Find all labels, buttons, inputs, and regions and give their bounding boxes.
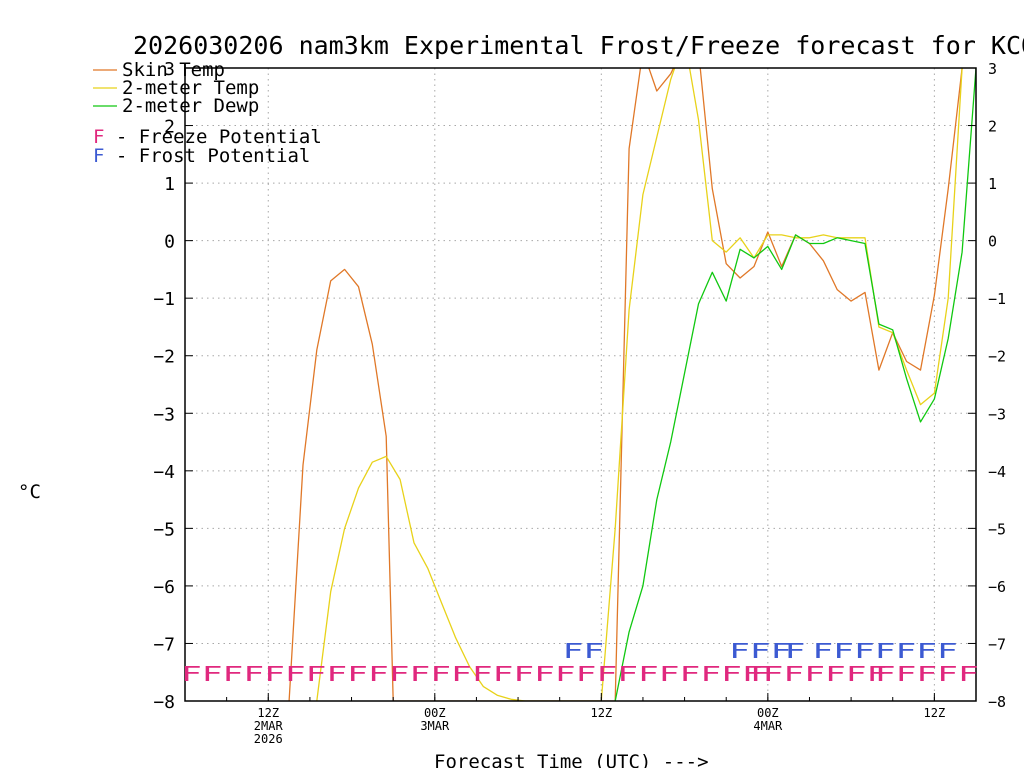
legend-label: 2-meter Dewp [122,95,259,117]
plot-frame [184,67,977,702]
chart-title: 2026030206 nam3km Experimental Frost/Fre… [133,31,1024,60]
y-tick-label-right: −4 [988,463,1006,481]
series-line-2-meter-temp [316,68,963,701]
y-tick-label-right: −6 [988,578,1006,596]
flag-legend-entry: F - Frost Potential [93,145,310,167]
y-tick-label: 3 [164,59,175,80]
y-tick-label-right: −5 [988,520,1006,538]
y-tick-label: 0 [164,232,175,253]
y-tick-label: −2 [153,347,175,368]
flag-legend-letter: F [93,126,104,148]
y-tick-label: 1 [164,174,175,195]
frost-flag: FFFFFFF [812,639,957,663]
legend-label: 2-meter Temp [122,77,259,99]
freeze-flag: FFFFFFFFFFFFFFFFFFFFFFFFFFFFFFFFFF [181,662,887,686]
y-tick-label-right: 1 [988,175,997,193]
x-tick-label: 4MAR [753,719,783,733]
y-axis-left: 3 2 1 0 −1 −2 −3 −4 −5 −6 −7 −8 [153,59,193,713]
y-tick-label: −5 [153,519,175,540]
x-tick-label: 12Z [257,706,279,720]
flag-legend-letter: F [93,145,104,167]
y-tick-label: 2 [164,117,175,138]
series-line-2-meter-dewp [614,68,976,701]
x-tick-label: 2026 [254,732,283,746]
x-tick-label: 00Z [757,706,779,720]
y-tick-label: −8 [153,692,175,713]
y-tick-label-right: 0 [988,233,997,251]
y-tick-label: −6 [153,577,175,598]
x-axis-label: Forecast Time (UTC) ---> [434,751,709,768]
y-tick-label-right: 3 [988,60,997,78]
grid [185,68,976,701]
legend-label: Skin Temp [122,59,225,81]
frost-flag: FF [563,639,605,663]
flag-legend-text: - Frost Potential [104,145,310,167]
y-tick-label-right: −1 [988,290,1006,308]
y-tick-label-right: −2 [988,348,1006,366]
y-tick-label: −1 [153,289,175,310]
frost-flag: F [785,639,806,663]
x-tick-label: 3MAR [420,719,450,733]
y-tick-label: −3 [153,404,175,425]
plot-series [288,68,976,701]
freeze-flag: F [750,662,771,686]
y-tick-label: −4 [153,462,175,483]
frost-flag: FFF [729,639,791,663]
y-axis-label: °C [18,481,41,503]
x-tick-label: 12Z [924,706,946,720]
x-tick-label: 00Z [424,706,446,720]
series-line-skin-temp [288,68,963,701]
y-tick-label: −7 [153,634,175,655]
flag-legend-text: - Freeze Potential [104,126,321,148]
flag-legend-entry: F - Freeze Potential [93,126,322,148]
y-axis-right: 3 2 1 0 −1 −2 −3 −4 −5 −6 −7 −8 [968,60,1006,711]
x-tick-label: 12Z [590,706,612,720]
y-tick-label-right: −3 [988,405,1006,423]
x-tick-label: 2MAR [254,719,284,733]
y-tick-label-right: −8 [988,693,1006,711]
freeze-flag: FFFFF [875,662,979,686]
y-tick-label-right: 2 [988,118,997,136]
y-tick-label-right: −7 [988,635,1006,653]
